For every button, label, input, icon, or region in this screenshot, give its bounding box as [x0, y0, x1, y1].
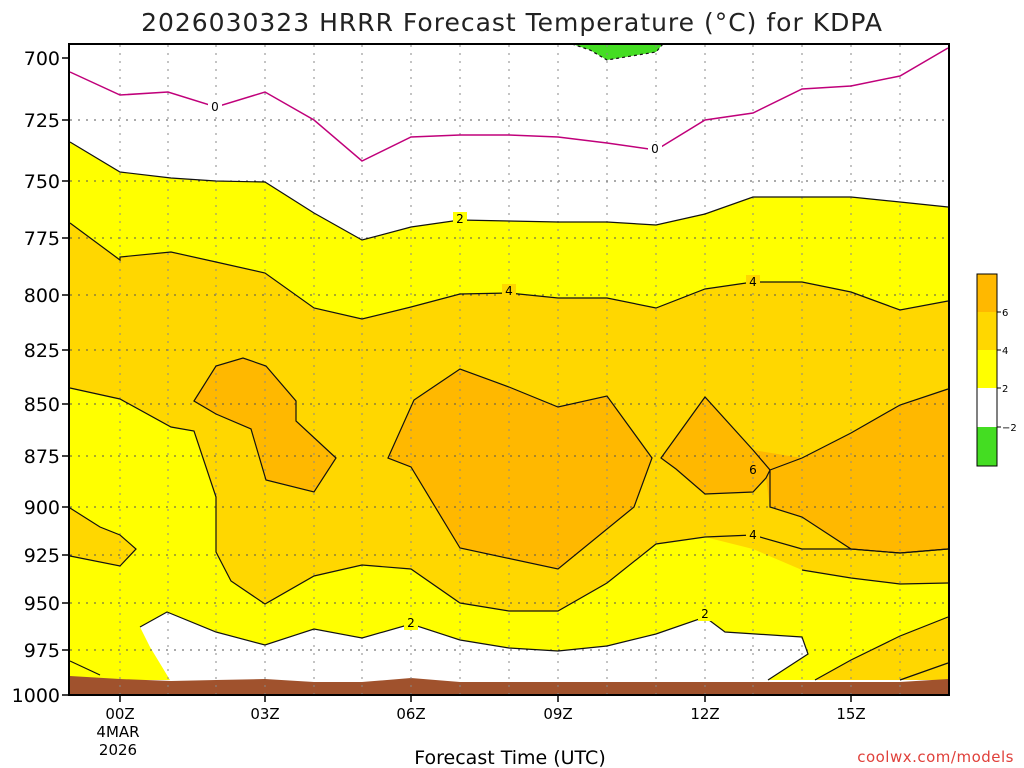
contour-label: 6 [749, 463, 757, 477]
contour-4-left-edge [69, 507, 137, 567]
contour-label: 2 [701, 607, 709, 621]
band-0-to-2-lower [140, 612, 808, 680]
band-4-to-6-left-edge [70, 508, 136, 566]
x-tick-label: 12Z [690, 705, 719, 723]
contour-2-lower-left [69, 660, 101, 676]
y-tick-label: 925 [24, 545, 60, 567]
legend-swatch-4-to-6 [977, 312, 997, 350]
contour-label: 4 [505, 284, 513, 298]
band-4-to-6-lower-right [815, 617, 948, 680]
legend-label: 4 [1002, 346, 1008, 357]
contour-2-lower [139, 611, 809, 681]
legend-swatch-below-minus-2 [977, 427, 997, 466]
y-tick-label: 775 [24, 228, 60, 250]
y-tick-label: 825 [24, 340, 60, 362]
y-tick-label: 900 [24, 497, 60, 519]
x-tick-labels: 00Z 03Z 06Z 09Z 12Z 15Z 4MAR 2026 [96, 705, 865, 759]
plot-frame [68, 43, 950, 696]
contour-lines [69, 44, 949, 681]
legend-swatch-2-to-4 [977, 350, 997, 388]
contour-6-cell-c [660, 388, 949, 554]
plot-area [69, 44, 949, 695]
y-tick-labels: 700 725 750 775 800 825 850 875 900 925 … [12, 48, 60, 707]
y-tick-label: 700 [24, 48, 60, 70]
y-tick-label: 1000 [12, 685, 60, 707]
x-tick-label: 03Z [250, 705, 279, 723]
legend-label: 6 [1002, 308, 1008, 319]
contour-6-cell-a [193, 357, 337, 493]
contour-label: 0 [651, 142, 659, 156]
y-tick-label: 800 [24, 285, 60, 307]
y-tick-label: 975 [24, 640, 60, 662]
contour-label: 2 [456, 212, 464, 226]
band-above-6-cell-a [194, 358, 336, 492]
watermark-text: coolwx.com/models [857, 748, 1014, 766]
x-axis [119, 695, 852, 702]
legend-frame [976, 273, 998, 467]
band-below-minus-2 [572, 44, 663, 60]
y-tick-label: 850 [24, 394, 60, 416]
y-tick-label: 725 [24, 110, 60, 132]
contour-labels: 0 0 2 2 2 4 4 4 6 [208, 100, 760, 630]
y-tick-label: 750 [24, 171, 60, 193]
x-axis-title: Forecast Time (UTC) [414, 747, 605, 768]
contour-label: 2 [407, 616, 415, 630]
contour-minus-2 [571, 44, 664, 61]
legend-swatch-minus-2-to-2 [977, 388, 997, 427]
legend-swatch-above-6 [977, 274, 997, 312]
contour-label: 4 [749, 275, 757, 289]
band-above-6-cell-c [661, 389, 948, 553]
x-tick-label: 06Z [396, 705, 425, 723]
y-tick-label: 950 [24, 593, 60, 615]
chart-title: 2026030323 HRRR Forecast Temperature (°C… [141, 8, 883, 37]
contour-6-cell-b [387, 368, 653, 570]
legend-label: −2 [1002, 423, 1017, 434]
band-above-6-cell-b [388, 369, 652, 569]
contour-label: 0 [211, 100, 219, 114]
contour-4-lower-right-edge [814, 616, 949, 681]
contour-4-lower-left [69, 387, 949, 612]
color-legend: 6 4 2 −2 [976, 273, 1017, 467]
contour-label: 4 [749, 528, 757, 542]
contour-4-upper [69, 222, 949, 320]
x-date-label-day: 4MAR [96, 723, 139, 741]
x-tick-label: 15Z [836, 705, 865, 723]
contour-4-lower-right [801, 569, 949, 585]
x-date-label-year: 2026 [99, 741, 137, 759]
legend-label: 2 [1002, 384, 1008, 395]
y-tick-label: 875 [24, 446, 60, 468]
x-tick-label: 00Z [105, 705, 134, 723]
x-tick-label: 09Z [543, 705, 572, 723]
y-axis [62, 57, 69, 696]
contour-2-upper [69, 141, 949, 241]
